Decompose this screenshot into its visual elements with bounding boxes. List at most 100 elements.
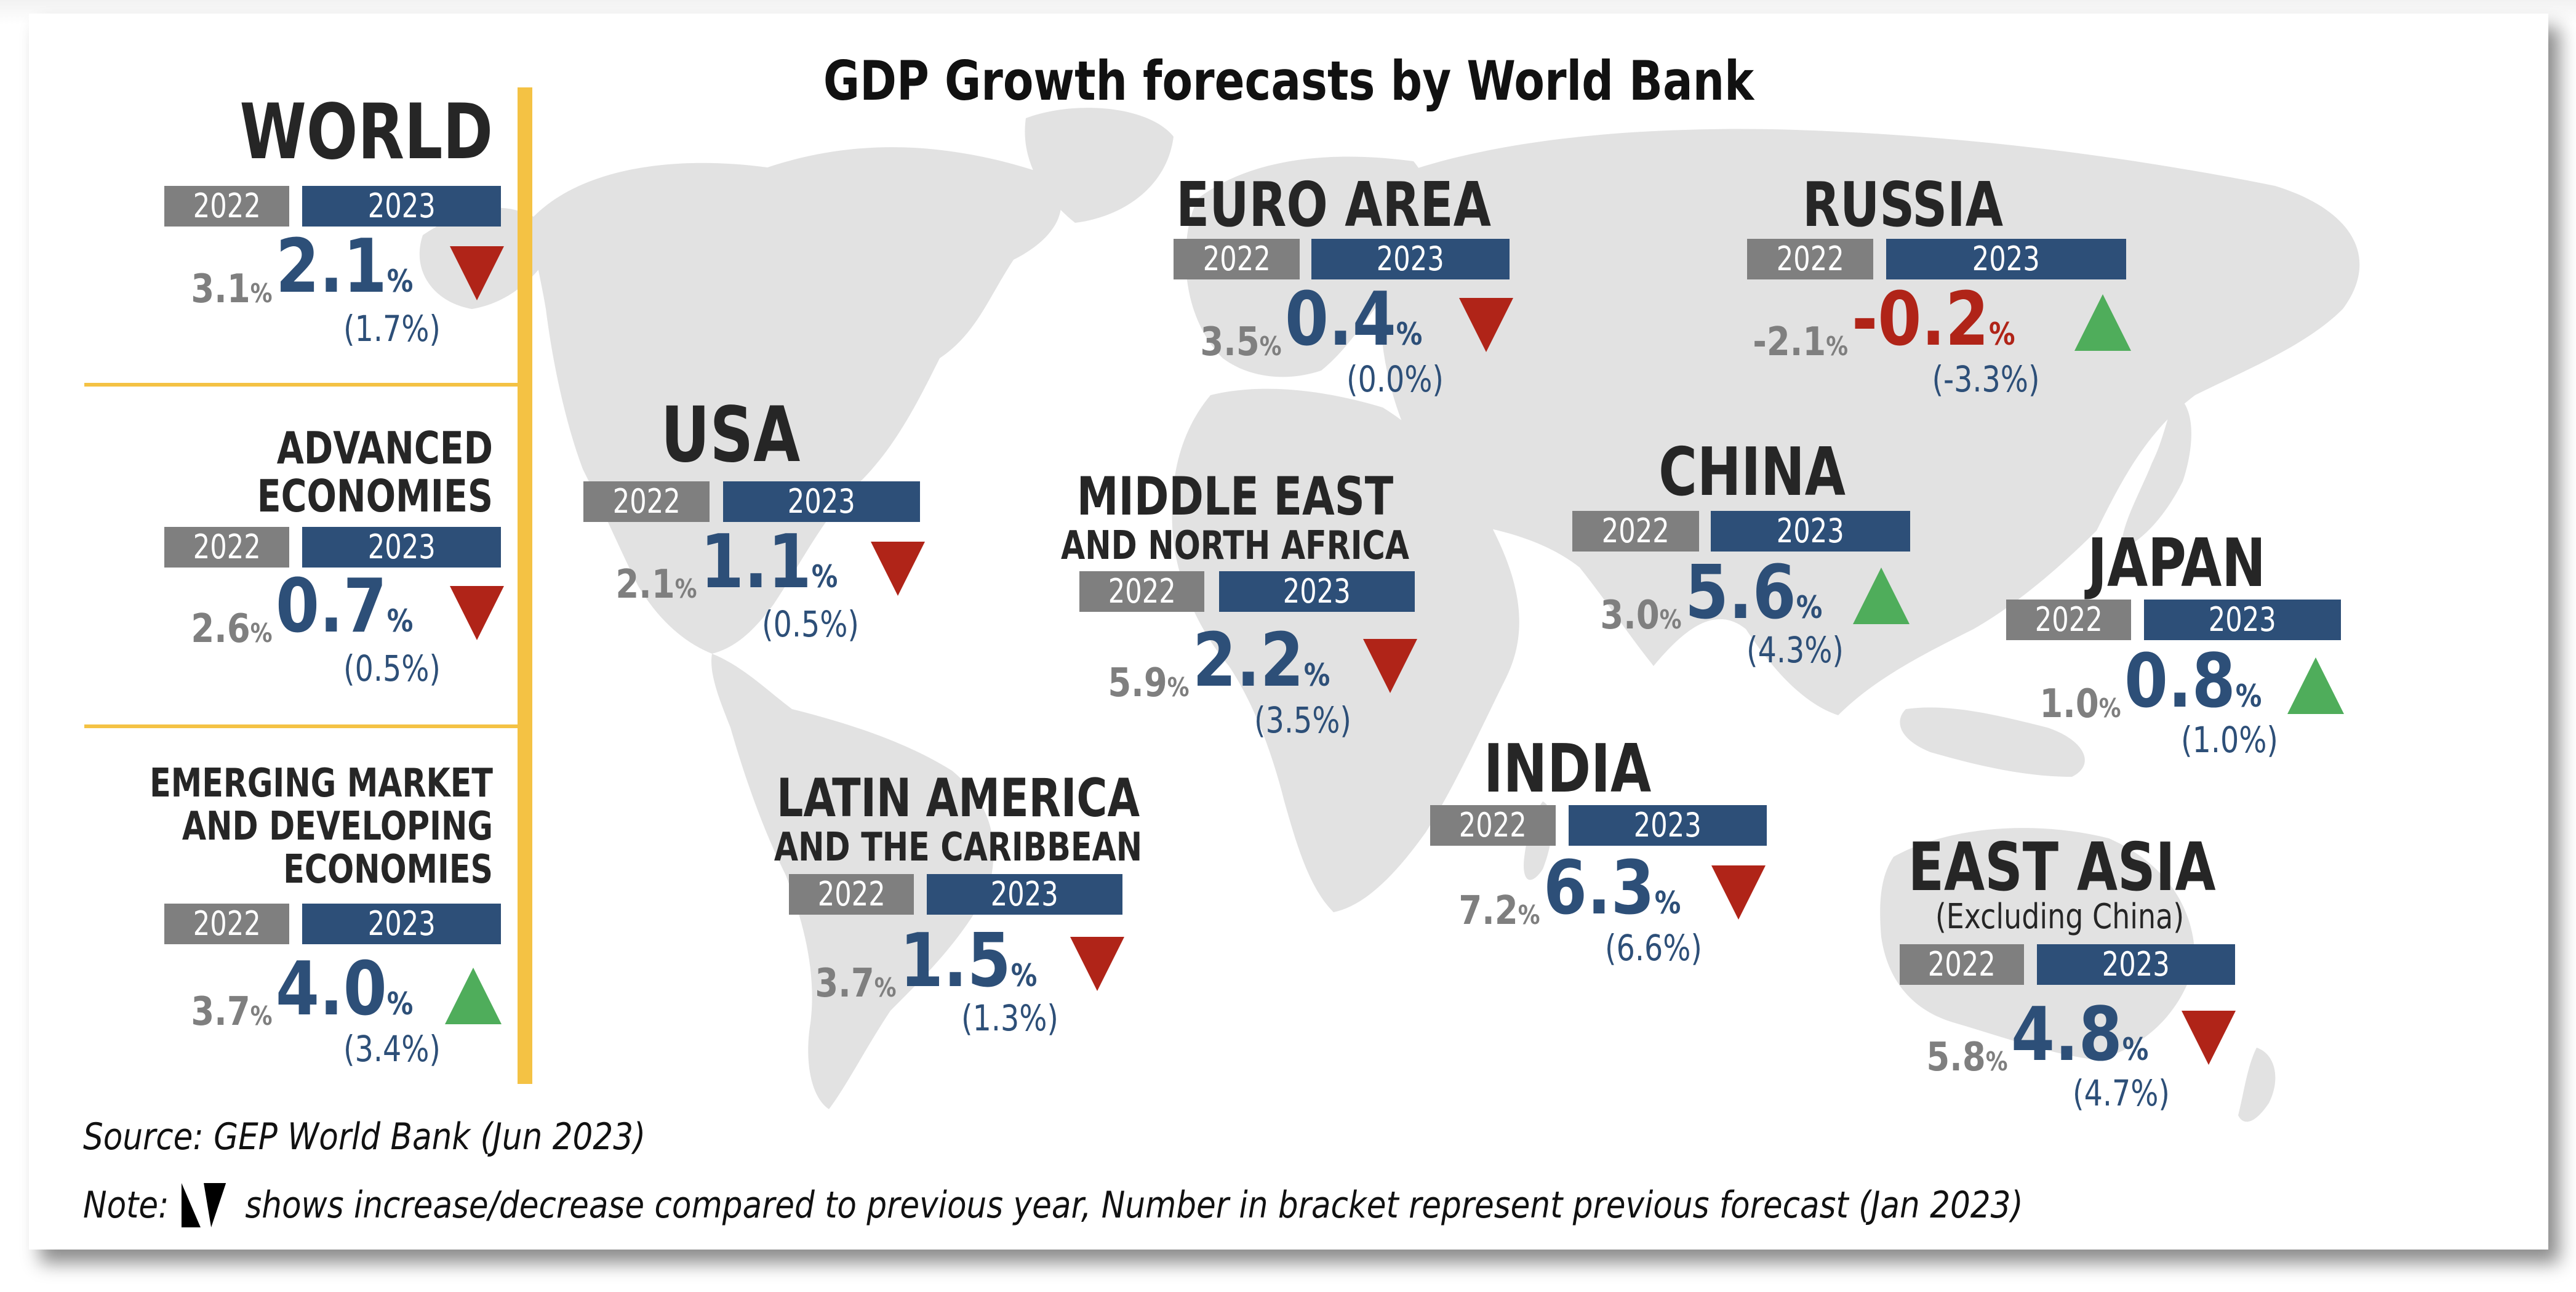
previous-forecast: (4.7%) — [2073, 1072, 2170, 1114]
region-subtitle: (Excluding China) — [1935, 897, 2185, 937]
map-new-zealand — [2238, 1048, 2276, 1122]
value-2023: 1.5% — [900, 918, 1038, 1004]
values-row: 3.0% 5.6% — [1586, 550, 1847, 640]
divider-horizontal — [84, 383, 518, 387]
value-2023: -0.2% — [1852, 277, 2015, 363]
value-2022: 2.1% — [615, 562, 697, 608]
decrease-arrow-icon — [450, 246, 504, 300]
value-2023: 0.8% — [2124, 639, 2262, 724]
previous-forecast: (0.5%) — [343, 648, 441, 689]
year-2022-label: 2022 — [1174, 239, 1300, 279]
region-name: EAST ASIA — [1908, 829, 2216, 906]
previous-forecast: (-3.3%) — [1932, 358, 2040, 400]
divider-horizontal — [84, 724, 518, 728]
decrease-arrow-icon — [450, 586, 504, 640]
region-name-line1: MIDDLE EAST — [1076, 466, 1394, 528]
value-2022: 5.9% — [1108, 660, 1190, 706]
year-2023-label: 2023 — [302, 186, 501, 227]
decrease-legend-icon — [204, 1183, 226, 1227]
year-2022-label: 2022 — [164, 527, 289, 568]
year-2022-label: 2022 — [1430, 805, 1556, 846]
region-name: USA — [660, 391, 801, 479]
value-2023: 4.0% — [276, 947, 414, 1032]
value-2022: -2.1% — [1753, 319, 1849, 365]
note-text: Note: shows increase/decrease compared t… — [83, 1183, 2023, 1227]
region-name-line2: AND NORTH AFRICA — [1061, 523, 1409, 569]
values-row: 3.1% 2.1% — [177, 224, 438, 313]
previous-forecast: (6.6%) — [1605, 927, 1702, 969]
value-2022: 5.8% — [1926, 1035, 2008, 1080]
world-map — [419, 108, 2360, 1122]
year-2023-label: 2023 — [2037, 944, 2235, 985]
value-2023: 2.2% — [1193, 618, 1330, 704]
year-2022-label: 2022 — [583, 481, 710, 522]
value-2023: 6.3% — [1543, 846, 1681, 931]
year-2023-label: 2023 — [302, 904, 501, 944]
values-row: 2.6% 0.7% — [177, 564, 438, 653]
region-name: INDIA — [1483, 731, 1652, 808]
value-2023: 1.1% — [700, 520, 838, 605]
map-greenland — [1025, 108, 1174, 223]
values-row: 5.9% 2.2% — [1094, 618, 1354, 707]
value-2023: 2.1% — [276, 224, 414, 310]
region-name-line1: LATIN AMERICA — [776, 768, 1140, 829]
value-2022: 3.0% — [1600, 593, 1682, 638]
decrease-arrow-icon — [1363, 639, 1417, 693]
year-2022-label: 2022 — [164, 904, 289, 944]
value-2022: 3.7% — [191, 989, 273, 1035]
divider-vertical — [518, 87, 532, 1084]
year-2023-label: 2023 — [1711, 511, 1910, 552]
year-2023-label: 2023 — [723, 481, 920, 522]
values-row: 3.7% 1.5% — [801, 918, 1062, 1008]
value-2022: 1.0% — [2039, 681, 2121, 727]
value-2022: 3.1% — [191, 267, 273, 312]
value-2023: 5.6% — [1685, 550, 1823, 636]
previous-forecast: (3.5%) — [1254, 699, 1351, 741]
year-2023-label: 2023 — [1886, 239, 2126, 279]
year-2022-label: 2022 — [164, 186, 289, 227]
note-prefix: Note: — [83, 1184, 169, 1227]
year-2023-label: 2023 — [302, 527, 501, 568]
year-2022-label: 2022 — [789, 874, 914, 915]
values-row: 2.1% 1.1% — [601, 520, 862, 609]
values-row: 5.8% 4.8% — [1912, 998, 2173, 1081]
decrease-arrow-icon — [871, 542, 925, 596]
previous-forecast: (1.7%) — [343, 308, 441, 350]
year-2023-label: 2023 — [1569, 805, 1767, 846]
region-name: EURO AREA — [1176, 169, 1491, 241]
year-2022-label: 2022 — [1900, 944, 2024, 985]
increase-arrow-icon — [2074, 294, 2131, 351]
values-row: -2.1% -0.2% — [1736, 277, 2044, 366]
region-name-line2: AND THE CARIBBEAN — [774, 825, 1143, 870]
value-2023: 0.7% — [276, 564, 414, 649]
region-name-line1: EMERGING MARKET — [150, 761, 494, 806]
year-2023-label: 2023 — [927, 874, 1122, 915]
region-name-line2: ECONOMIES — [257, 470, 493, 522]
increase-arrow-icon — [1853, 568, 1910, 624]
region-name: JAPAN — [2087, 525, 2266, 602]
year-2022-label: 2022 — [1079, 571, 1204, 612]
previous-forecast: (1.3%) — [961, 997, 1058, 1039]
previous-forecast: (4.3%) — [1746, 629, 1844, 671]
decrease-arrow-icon — [2182, 1011, 2236, 1065]
year-2022-label: 2022 — [1572, 511, 1699, 552]
previous-forecast: (0.5%) — [762, 603, 859, 645]
page-title: GDP Growth forecasts by World Bank — [823, 49, 1754, 113]
region-name-line3: ECONOMIES — [283, 847, 493, 893]
value-2022: 7.2% — [1458, 888, 1540, 934]
year-2022-label: 2022 — [1747, 239, 1873, 279]
values-row: 3.7% 4.0% — [177, 947, 438, 1036]
region-name-line1: ADVANCED — [276, 422, 493, 474]
decrease-arrow-icon — [1070, 937, 1124, 991]
region-name: RUSSIA — [1802, 169, 2004, 241]
previous-forecast: (0.0%) — [1346, 358, 1444, 400]
decrease-arrow-icon — [1711, 865, 1766, 920]
year-2023-label: 2023 — [1311, 239, 1510, 279]
year-2023-label: 2023 — [2144, 600, 2341, 640]
values-row: 3.5% 0.4% — [1186, 283, 1447, 366]
year-2022-label: 2022 — [2006, 600, 2131, 640]
note-body: shows increase/decrease compared to prev… — [245, 1184, 2023, 1227]
decrease-arrow-icon — [1459, 298, 1513, 352]
region-name: WORLD — [239, 88, 493, 177]
increase-arrow-icon — [445, 968, 502, 1024]
